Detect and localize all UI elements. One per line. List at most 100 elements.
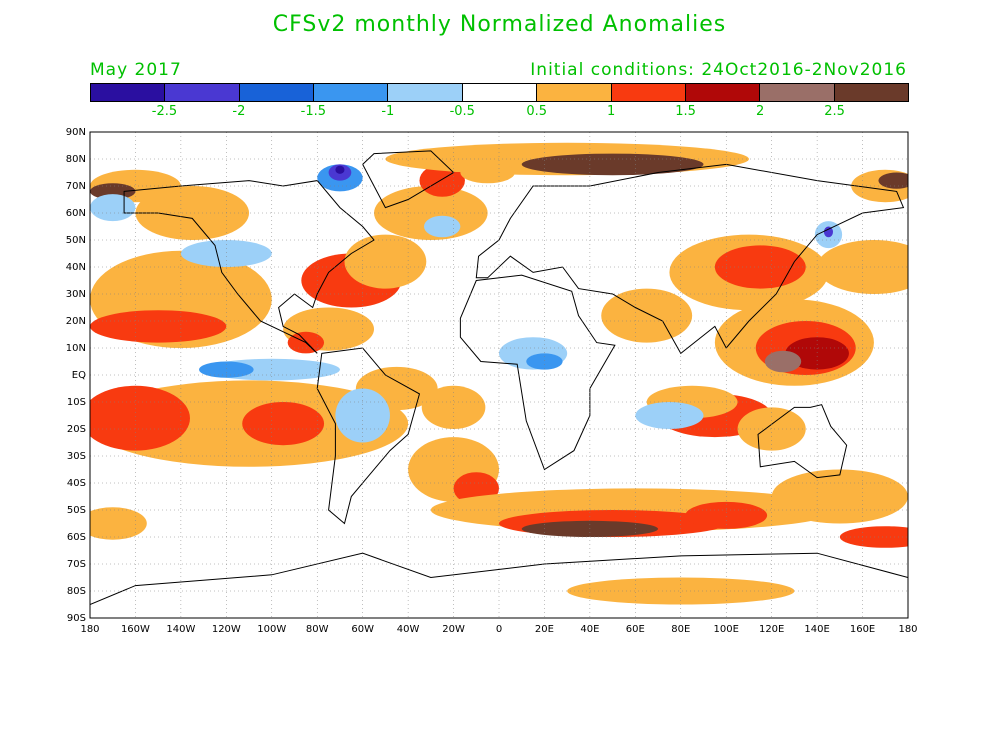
lon-tick-label: 100W [257,624,286,635]
lon-tick-label: 20W [442,624,465,635]
lat-tick-label: 60S [67,532,86,543]
anomaly-region [526,353,563,370]
lat-tick-label: 90S [67,613,86,624]
colorbar-tick-label: 2 [755,104,765,119]
lon-tick-label: 160W [121,624,150,635]
lon-tick-label: 80W [306,624,329,635]
colorbar-tick-label: -2 [232,104,246,119]
north-america-outline [123,180,375,354]
lon-tick-label: 0 [496,624,502,635]
land-outlines [90,150,908,618]
lon-tick-label: 180 [898,624,917,635]
lat-axis: 90N 80N 70N 60N 50N 40N 30N 20N 10N EQ 10S 20S 30S 40… [66,127,86,624]
lat-tick-label: 70N [66,181,86,192]
anomaly-region [601,288,693,343]
colorbar-swatch-0 [91,84,166,101]
lon-tick-label: 80E [671,624,690,635]
lat-tick-label: 80N [66,154,86,165]
anomaly-region [737,407,806,451]
africa-outline [459,274,616,471]
anomaly-field [90,142,908,605]
colorbar-tick-label: -2.5 [151,104,178,119]
anomaly-region [714,245,806,289]
anomaly-region [521,153,704,176]
lat-tick-label: 30N [66,289,86,300]
anomaly-region [90,310,227,343]
anomaly-region [199,361,254,378]
anomaly-region [180,240,272,267]
europe-asia-outline [475,163,905,355]
lon-tick-label: 20E [535,624,554,635]
anomaly-region [135,186,250,240]
australia-outline [757,404,848,479]
lat-tick-label: 10N [66,343,86,354]
lat-tick-label: 70S [67,559,86,570]
initial-conditions: Initial conditions: 24Oct2016-2Nov2016 [530,60,907,80]
anomaly-region [764,350,802,373]
lat-tick-label: 40S [67,478,86,489]
lon-tick-label: 120E [759,624,784,635]
south-america-outline [316,347,421,525]
antarctica-outline [90,552,908,618]
colorbar-swatch-8 [685,84,761,101]
colorbar-tick-label: 2.5 [824,104,845,119]
anomaly-region [685,501,768,529]
lat-tick-label: 10S [67,397,86,408]
colorbar-swatch-2 [239,84,315,101]
anomaly-region [567,577,795,605]
anomaly-region [635,402,704,429]
anomaly-region [878,172,908,189]
colorbar-tick-label: 1.5 [675,104,696,119]
lat-tick-label: 20N [66,316,86,327]
colorbar-swatch-5 [462,84,538,101]
lat-tick-label: 40N [66,262,86,273]
colorbar-swatch-9 [760,84,835,101]
anomaly-region [424,215,461,238]
colorbar-tick-labels: -2.5 -2 -1.5 -1 -0.5 0.5 1 1.5 2 2.5 [90,104,909,120]
anomaly-region [90,507,147,540]
colorbar-swatch-10 [834,84,908,101]
colorbar-swatch-7 [611,84,686,101]
lon-axis: 180 160W 140W 120W 100W 80W 60W 40W 20W 0 20E 40E 60… [80,624,917,635]
anomaly-region [90,194,136,222]
lat-tick-label: 80S [67,586,86,597]
lon-tick-label: 140W [166,624,195,635]
colorbar-tick-label: -1 [381,104,395,119]
anomaly-region [421,385,486,429]
anomaly-region [785,337,849,370]
colorbar-tick-label: -1.5 [300,104,327,119]
lon-tick-label: 40E [580,624,599,635]
anomaly-region [335,388,390,443]
lat-tick-label: 50S [67,505,86,516]
anomaly-region [344,234,427,289]
lon-tick-label: 100E [714,624,739,635]
colorbar-swatch-3 [314,84,389,101]
colorbar-swatch-1 [165,84,240,101]
lat-tick-label: 50N [66,235,86,246]
lon-tick-label: 160E [850,624,875,635]
forecast-month: May 2017 [90,60,182,80]
lat-tick-label: 60N [66,208,86,219]
lon-tick-label: 60E [626,624,645,635]
colorbar-tick-label: 0.5 [526,104,548,119]
lon-tick-label: 140E [804,624,829,635]
anomaly-region [460,161,515,184]
anomaly-region [839,526,908,548]
colorbar-tick-label: 1 [607,104,616,119]
grid-lines [89,131,909,619]
lon-tick-label: 60W [351,624,374,635]
lat-tick-label: 90N [66,127,86,138]
lat-tick-label: EQ [72,370,86,381]
greenland-outline [362,150,455,209]
lon-tick-label: 180 [80,624,99,635]
colorbar-tick-label: -0.5 [449,104,475,119]
colorbar [90,83,909,102]
map-frame [89,131,909,619]
colorbar-swatch-6 [537,84,612,101]
anomaly-region [335,165,345,174]
lat-tick-label: 30S [67,451,86,462]
anomaly-region [242,402,325,446]
colorbar-swatch-4 [388,84,463,101]
chart-title: CFSv2 monthly Normalized Anomalies [272,12,727,37]
